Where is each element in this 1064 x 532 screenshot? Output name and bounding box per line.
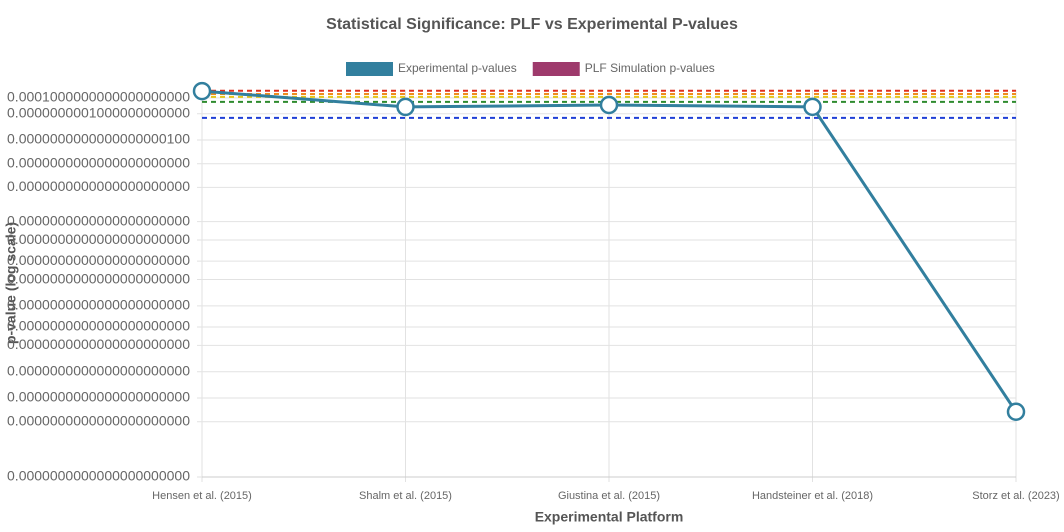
y-tick-label: 0.0000000000000000000000 bbox=[7, 336, 190, 352]
y-tick-label: 0.0000000000000000000000 bbox=[7, 412, 190, 428]
x-axis-title: Experimental Platform bbox=[535, 509, 684, 525]
legend-swatch bbox=[346, 62, 393, 76]
y-tick-label: 0.0000000000000000000000 bbox=[7, 468, 190, 484]
x-tick-label: Shalm et al. (2015) bbox=[359, 490, 452, 502]
x-tick-label: Hensen et al. (2015) bbox=[152, 490, 252, 502]
legend-label: PLF Simulation p-values bbox=[585, 61, 715, 75]
y-tick-label: 0.0000000000000000000000 bbox=[7, 389, 190, 405]
y-tick-label: 0.0000000001000000000000 bbox=[7, 104, 190, 120]
y-axis-title: p-value (log scale) bbox=[3, 222, 19, 344]
y-tick-label: 0.0000000000000000000000 bbox=[7, 318, 190, 334]
data-point bbox=[803, 97, 822, 117]
legend-label: Experimental p-values bbox=[398, 61, 517, 75]
y-tick-label: 0.0000000000000000000000 bbox=[7, 362, 190, 378]
data-point bbox=[396, 97, 415, 117]
y-tick-label: 0.0000000000000000000100 bbox=[7, 131, 190, 147]
data-point bbox=[1006, 402, 1026, 422]
x-tick-label: Storz et al. (2023) bbox=[972, 490, 1059, 502]
y-tick-label: 0.0000000000000000000000 bbox=[7, 212, 190, 228]
chart-title: Statistical Significance: PLF vs Experim… bbox=[326, 16, 738, 33]
y-tick-label: 0.0000000000000000000000 bbox=[7, 231, 190, 247]
legend-swatch bbox=[532, 62, 580, 76]
y-tick-label: 0.0001000000000000000000 bbox=[7, 89, 190, 105]
x-tick-label: Handsteiner et al. (2018) bbox=[752, 490, 873, 502]
y-tick-label: 0.0000000000000000000000 bbox=[7, 154, 190, 170]
data-point bbox=[192, 81, 212, 101]
y-tick-label: 0.0000000000000000000000 bbox=[7, 252, 190, 268]
y-tick-label: 0.0000000000000000000000 bbox=[7, 270, 190, 286]
data-point bbox=[599, 95, 619, 115]
y-tick-label: 0.0000000000000000000000 bbox=[7, 297, 190, 313]
x-tick-label: Giustina et al. (2015) bbox=[558, 490, 660, 502]
y-tick-label: 0.0000000000000000000000 bbox=[7, 178, 190, 194]
